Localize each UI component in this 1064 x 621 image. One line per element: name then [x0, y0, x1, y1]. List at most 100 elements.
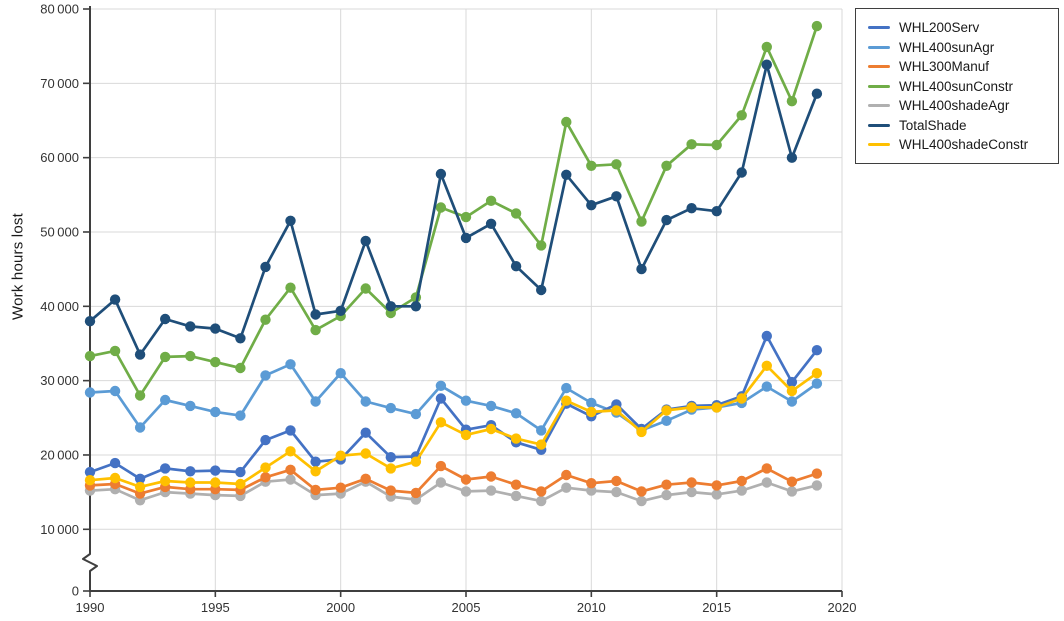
data-point-WHL400sunAgr	[536, 425, 547, 436]
y-tick-label: 50 000	[40, 224, 79, 239]
data-point-TotalShade	[811, 88, 823, 99]
data-point-WHL400sunConstr	[510, 208, 522, 219]
x-tick-label: 2015	[702, 600, 731, 615]
data-point-TotalShade	[84, 316, 96, 327]
data-point-WHL300Manuf	[510, 479, 522, 490]
y-tick-label: 10 000	[40, 522, 79, 537]
data-point-WHL400sunConstr	[786, 96, 798, 107]
data-point-WHL300Manuf	[435, 460, 447, 472]
data-point-WHL400shadeConstr	[235, 478, 246, 490]
data-point-TotalShade	[260, 261, 271, 273]
data-point-WHL300Manuf	[310, 484, 321, 496]
x-tick-label: 2000	[326, 600, 355, 615]
data-point-WHL400shadeConstr	[786, 385, 798, 397]
data-point-TotalShade	[636, 263, 647, 275]
data-point-WHL200Serv	[260, 434, 271, 446]
series-line-WHL400shadeConstr	[89, 364, 818, 489]
data-point-TotalShade	[109, 294, 121, 305]
legend-line-sample	[868, 45, 890, 49]
data-point-WHL400shadeConstr	[510, 433, 522, 444]
data-point-WHL400sunConstr	[310, 324, 321, 336]
data-point-WHL400shadeConstr	[485, 423, 497, 435]
data-point-WHL400shadeAgr	[561, 482, 572, 493]
data-point-WHL400shadeConstr	[536, 439, 547, 450]
y-tick-label: 20 000	[40, 447, 79, 462]
data-point-WHL300Manuf	[260, 472, 271, 483]
y-tick-label: 0	[72, 584, 79, 599]
data-point-WHL400shadeConstr	[586, 406, 597, 418]
data-point-WHL400sunAgr	[185, 400, 196, 412]
data-point-WHL400sunConstr	[235, 362, 246, 374]
data-point-WHL400shadeAgr	[786, 486, 798, 497]
data-point-WHL300Manuf	[811, 468, 823, 479]
data-point-WHL400shadeConstr	[134, 481, 146, 493]
data-point-WHL300Manuf	[360, 473, 371, 484]
data-point-WHL300Manuf	[661, 479, 672, 490]
data-point-WHL400shadeAgr	[611, 486, 622, 498]
x-tick-label: 1990	[76, 600, 105, 615]
data-point-WHL200Serv	[285, 425, 296, 436]
data-point-WHL400sunAgr	[310, 396, 321, 407]
data-point-TotalShade	[335, 305, 346, 316]
data-point-WHL400sunConstr	[260, 314, 271, 325]
legend: WHL200Serv WHL400sunAgr WHL300Manuf WHL400s…	[855, 8, 1059, 164]
data-point-WHL200Serv	[811, 345, 823, 356]
data-point-WHL400sunAgr	[134, 422, 146, 433]
data-point-WHL400sunConstr	[736, 110, 747, 121]
data-point-WHL400sunAgr	[360, 396, 371, 407]
data-point-WHL400sunAgr	[761, 381, 772, 392]
data-point-WHL400shadeConstr	[185, 477, 196, 488]
legend-item-WHL400shadeConstr: WHL400shadeConstr	[868, 135, 1048, 155]
data-point-WHL200Serv	[235, 466, 246, 478]
y-tick-label: 30 000	[40, 373, 79, 388]
legend-label: WHL400shadeConstr	[899, 137, 1029, 152]
data-point-TotalShade	[185, 321, 196, 332]
data-point-WHL400shadeConstr	[160, 475, 171, 487]
data-point-WHL400shadeAgr	[661, 489, 672, 501]
data-point-WHL300Manuf	[711, 480, 722, 491]
y-tick-label: 60 000	[40, 150, 79, 165]
data-point-WHL300Manuf	[460, 474, 472, 485]
data-point-WHL400shadeAgr	[586, 485, 597, 496]
data-point-WHL300Manuf	[335, 482, 346, 493]
y-axis-line	[82, 6, 98, 591]
data-point-WHL400shadeConstr	[761, 360, 772, 371]
legend-label: WHL300Manuf	[899, 59, 990, 74]
data-point-TotalShade	[435, 168, 447, 180]
data-point-WHL400shadeConstr	[636, 426, 647, 438]
data-point-WHL400sunConstr	[561, 116, 572, 128]
data-point-TotalShade	[686, 203, 697, 214]
data-point-WHL400shadeAgr	[460, 486, 472, 497]
data-point-WHL300Manuf	[761, 463, 772, 474]
data-point-WHL400shadeConstr	[410, 456, 422, 467]
data-point-WHL400shadeAgr	[510, 490, 522, 502]
data-point-WHL400sunConstr	[185, 350, 196, 362]
data-point-WHL400sunAgr	[285, 359, 296, 370]
data-point-WHL300Manuf	[561, 469, 572, 481]
data-point-WHL200Serv	[185, 466, 196, 477]
data-point-TotalShade	[235, 333, 246, 344]
data-point-WHL400sunAgr	[661, 415, 672, 426]
data-point-WHL400sunAgr	[460, 395, 472, 406]
data-point-WHL200Serv	[84, 466, 96, 478]
data-point-TotalShade	[210, 323, 221, 334]
data-point-WHL200Serv	[786, 376, 798, 388]
legend-item-WHL300Manuf: WHL300Manuf	[868, 57, 1048, 77]
data-point-WHL400sunConstr	[210, 356, 221, 368]
data-point-TotalShade	[385, 301, 396, 312]
data-point-WHL400shadeAgr	[736, 485, 747, 496]
data-point-TotalShade	[561, 169, 572, 180]
data-point-TotalShade	[611, 191, 622, 202]
legend-line-sample	[868, 65, 890, 69]
data-point-WHL400sunConstr	[636, 216, 647, 227]
y-tick-label: 80 000	[40, 2, 79, 17]
data-point-WHL200Serv	[134, 473, 146, 484]
data-point-WHL400shadeConstr	[310, 466, 321, 477]
data-point-WHL400sunAgr	[84, 387, 96, 398]
data-point-WHL400sunConstr	[485, 195, 497, 206]
data-point-WHL300Manuf	[385, 485, 396, 496]
data-point-TotalShade	[410, 301, 422, 312]
data-point-WHL400shadeConstr	[736, 393, 747, 404]
x-tick-label: 2010	[577, 600, 606, 615]
data-point-WHL400shadeConstr	[686, 402, 697, 413]
